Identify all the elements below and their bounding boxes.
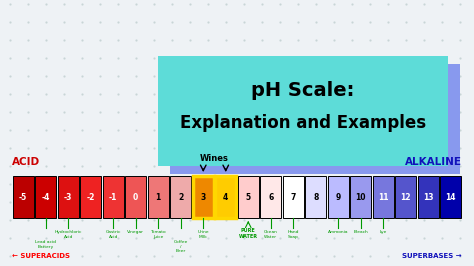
- Bar: [158, 56, 448, 166]
- Text: Urine
Milk: Urine Milk: [198, 230, 209, 239]
- Text: ACID: ACID: [12, 157, 40, 167]
- Bar: [148, 176, 169, 218]
- Text: -1: -1: [109, 193, 118, 202]
- Text: 12: 12: [401, 193, 411, 202]
- Bar: [80, 176, 101, 218]
- Bar: [283, 176, 304, 218]
- Text: Gastric
Acid: Gastric Acid: [106, 230, 121, 239]
- Text: PURE
WATER: PURE WATER: [239, 228, 258, 239]
- Text: Vinegar: Vinegar: [128, 230, 144, 234]
- Text: 8: 8: [313, 193, 319, 202]
- Text: 13: 13: [423, 193, 434, 202]
- Text: 4: 4: [223, 193, 228, 202]
- Bar: [440, 176, 461, 218]
- Text: 9: 9: [336, 193, 341, 202]
- Bar: [13, 176, 34, 218]
- Text: -3: -3: [64, 193, 73, 202]
- Bar: [418, 176, 439, 218]
- Bar: [395, 176, 416, 218]
- Text: Hydrochloric
Acid: Hydrochloric Acid: [55, 230, 82, 239]
- Bar: [193, 176, 214, 218]
- Text: 11: 11: [378, 193, 389, 202]
- Text: 10: 10: [356, 193, 366, 202]
- Bar: [170, 176, 191, 218]
- Text: -2: -2: [87, 193, 95, 202]
- Text: Coffee
/
Beer: Coffee / Beer: [173, 240, 188, 253]
- Text: ← SUPERACIDS: ← SUPERACIDS: [12, 253, 70, 259]
- Bar: [215, 176, 236, 218]
- Text: Wines: Wines: [200, 154, 229, 163]
- Text: Tomato
Juice: Tomato Juice: [150, 230, 166, 239]
- Text: 5: 5: [246, 193, 251, 202]
- Text: Ocean
Water: Ocean Water: [264, 230, 278, 239]
- Bar: [238, 176, 259, 218]
- Text: Ammonia: Ammonia: [328, 230, 348, 234]
- Bar: [260, 176, 281, 218]
- Text: 6: 6: [268, 193, 273, 202]
- Bar: [373, 176, 394, 218]
- Text: Lead acid
Battery: Lead acid Battery: [35, 240, 56, 249]
- Bar: [305, 176, 326, 218]
- Text: -4: -4: [42, 193, 50, 202]
- Text: Bleach: Bleach: [354, 230, 368, 234]
- Text: 0: 0: [133, 193, 138, 202]
- Text: 2: 2: [178, 193, 183, 202]
- Bar: [170, 64, 460, 174]
- Text: -5: -5: [19, 193, 27, 202]
- Bar: [350, 176, 371, 218]
- Text: 14: 14: [446, 193, 456, 202]
- Bar: [35, 176, 56, 218]
- Bar: [58, 176, 79, 218]
- Bar: [125, 176, 146, 218]
- Text: Lye: Lye: [380, 230, 387, 234]
- Text: Hand
Soap: Hand Soap: [288, 230, 299, 239]
- Text: Explanation and Examples: Explanation and Examples: [180, 114, 426, 132]
- Text: 1: 1: [155, 193, 161, 202]
- Text: 3: 3: [201, 193, 206, 202]
- Text: SUPERBASES →: SUPERBASES →: [402, 253, 462, 259]
- Text: ALKALINE: ALKALINE: [405, 157, 462, 167]
- Bar: [328, 176, 349, 218]
- Bar: [103, 176, 124, 218]
- Text: pH Scale:: pH Scale:: [251, 81, 355, 101]
- Text: 7: 7: [291, 193, 296, 202]
